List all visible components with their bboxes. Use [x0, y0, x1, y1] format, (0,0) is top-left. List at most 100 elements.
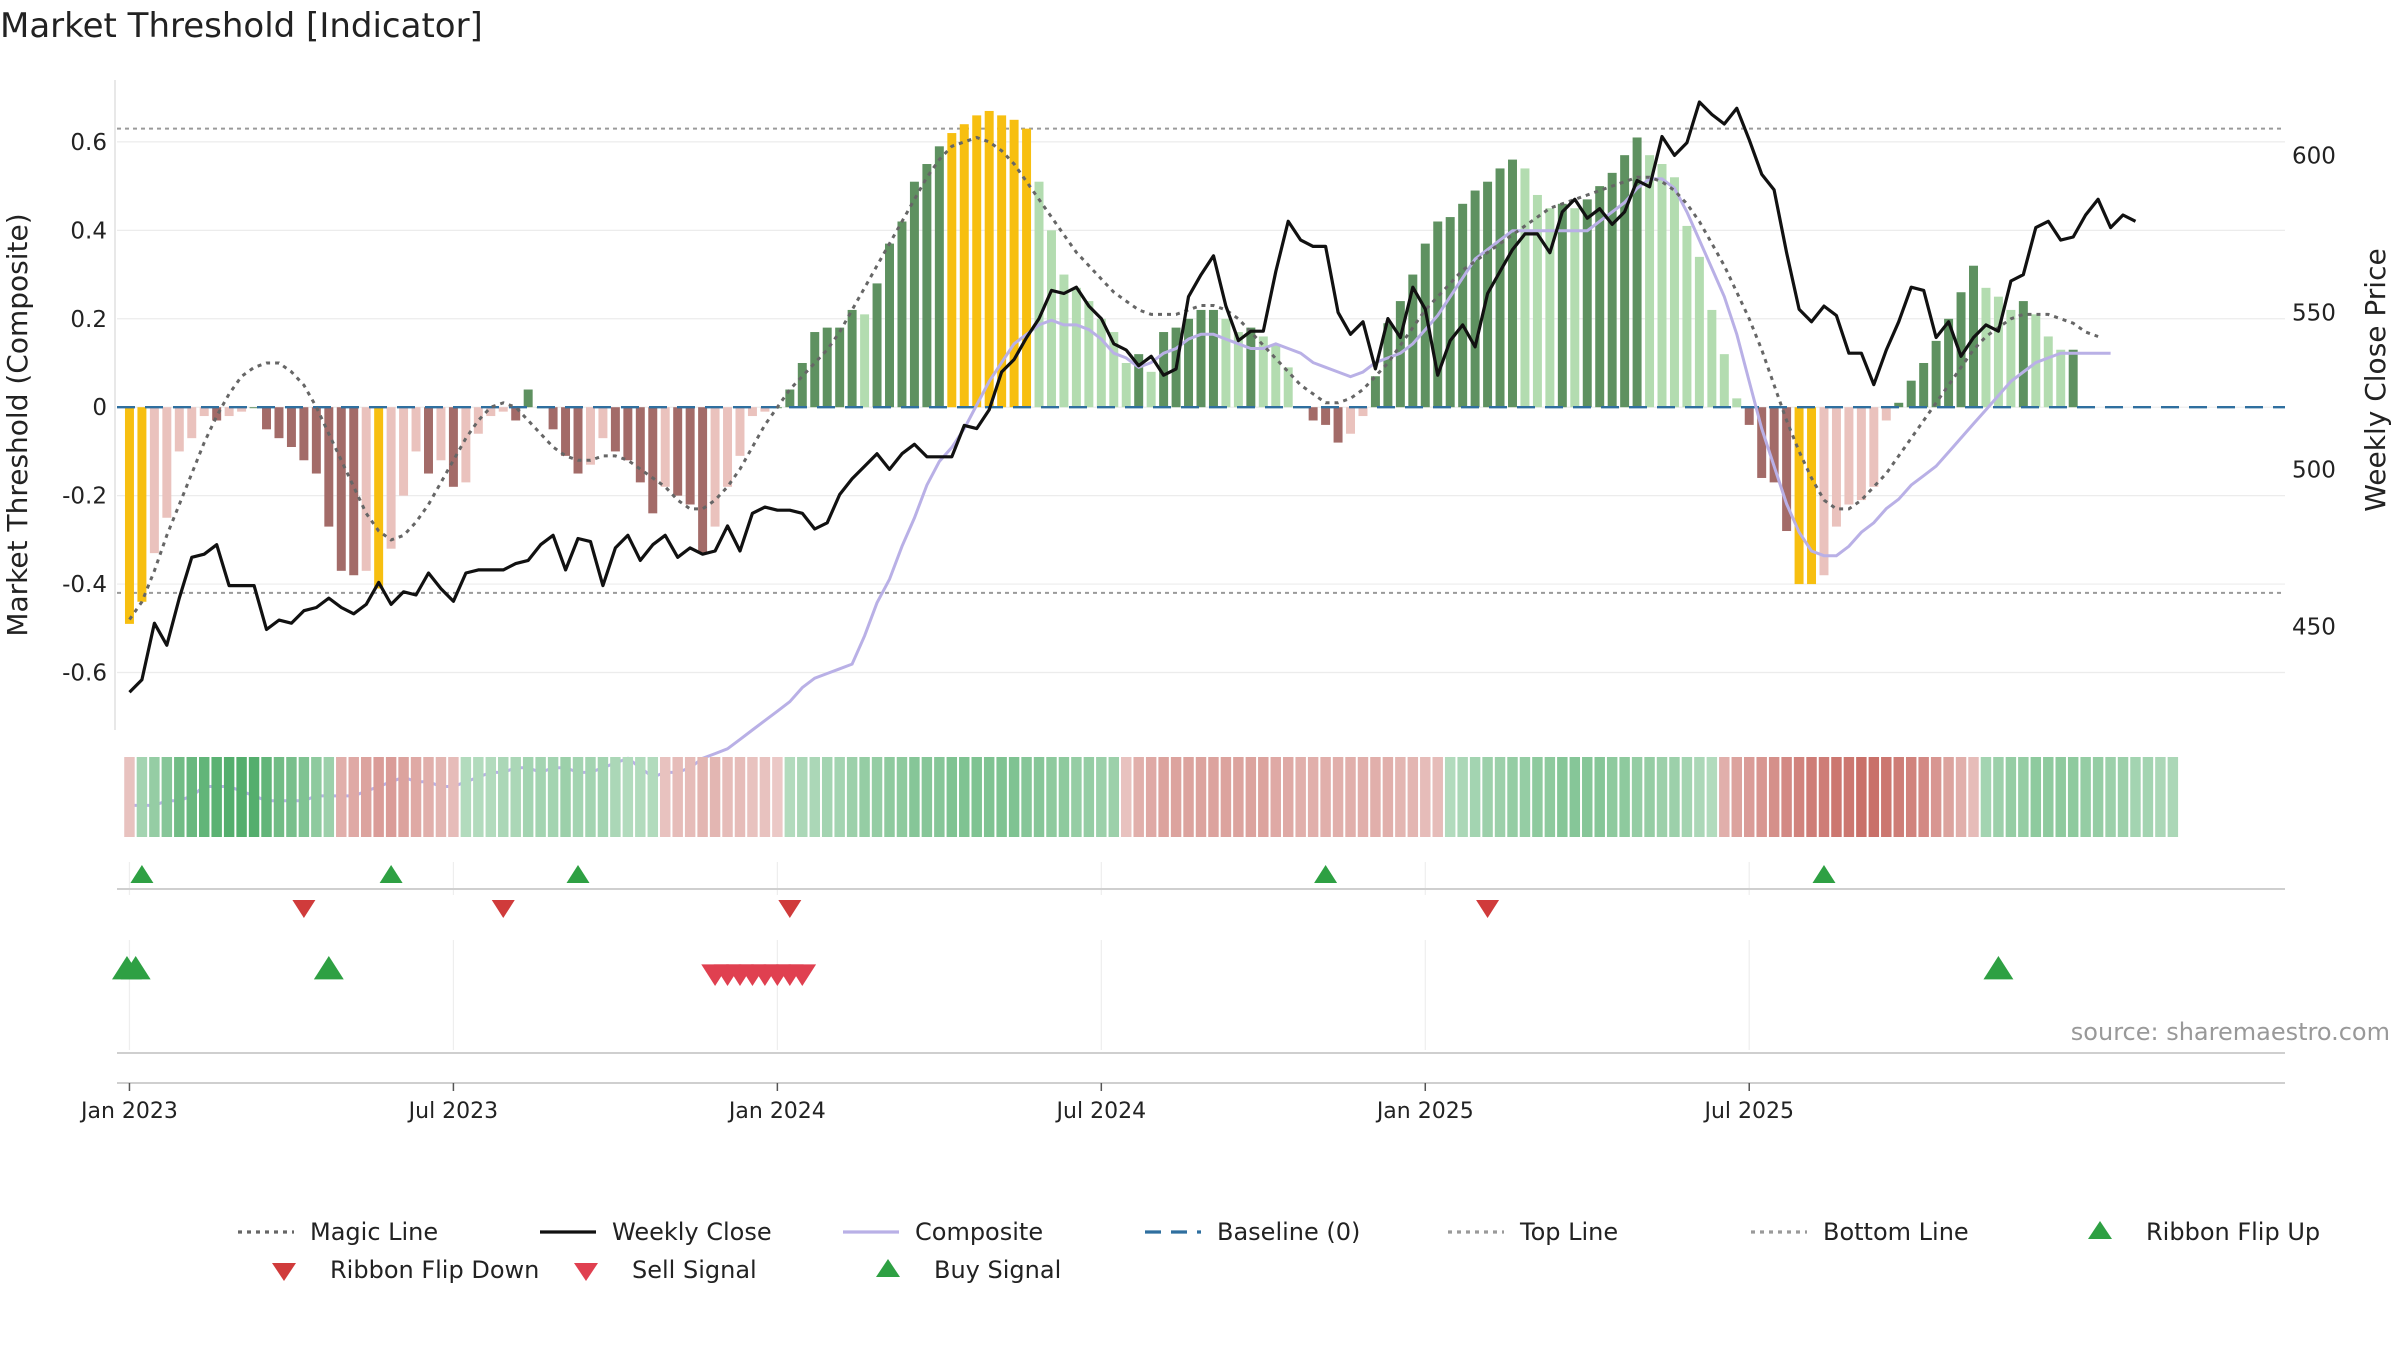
composite-bar [1732, 398, 1742, 408]
composite-bar [1383, 323, 1393, 408]
ribbon-cell [647, 757, 658, 837]
x-tick-label: Jan 2025 [1375, 1099, 1474, 1124]
legend-item: Buy Signal [876, 1256, 1061, 1284]
ribbon-cell [1033, 757, 1045, 837]
composite-bar [1682, 225, 1692, 408]
composite-bar [1757, 407, 1767, 478]
ribbon-cell [1220, 757, 1232, 837]
ribbon-cell [1444, 757, 1456, 837]
composite-bar [1794, 407, 1804, 585]
ribbon-cell [859, 757, 870, 837]
ribbon-cell [1731, 757, 1742, 837]
composite-bar [149, 407, 159, 554]
ribbon-cell [1233, 757, 1244, 837]
ribbon-cell [311, 757, 322, 837]
ribbon-cell [198, 757, 210, 837]
ribbon-cell [1519, 757, 1531, 837]
composite-bar [1221, 318, 1231, 408]
composite-bar [1022, 128, 1032, 408]
indicator-lines [117, 100, 2285, 807]
y-left-tick-label: -0.6 [62, 661, 107, 687]
ribbon-cell [1582, 757, 1593, 837]
ribbon-cell [934, 757, 945, 837]
ribbon-cell [1781, 757, 1792, 837]
composite-bar [885, 243, 894, 408]
ribbon-cell [2005, 757, 2017, 837]
composite-bar [336, 407, 346, 571]
ribbon-cell [1407, 757, 1419, 837]
composite-bar [1495, 168, 1505, 408]
y-right-tick-label: 600 [2292, 143, 2336, 169]
ribbon-cell [1332, 757, 1344, 837]
ribbon-cell [1494, 757, 1506, 837]
legend-label: Buy Signal [934, 1256, 1061, 1284]
ribbon-cell [547, 757, 559, 837]
composite-bar [1669, 177, 1679, 408]
ribbon-cell [2155, 757, 2166, 837]
ribbon-cell [1357, 757, 1369, 837]
ribbon-cell [1420, 757, 1431, 837]
composite-bar [1993, 296, 2003, 408]
composite-bar [2068, 349, 2078, 408]
composite-bar [523, 389, 533, 408]
composite-bar [1420, 243, 1430, 408]
composite-bar [1358, 407, 1368, 417]
composite-bar [212, 407, 222, 421]
ribbon-cell [1669, 757, 1680, 837]
ribbon-cell [1606, 757, 1618, 837]
axes: 0.6 0.4 0.2 0 -0.2 -0.4 -0.6 600 550 500 450 Market… [1, 80, 2392, 730]
composite-bar [1719, 354, 1729, 408]
composite-bar [1109, 332, 1119, 408]
ribbon-cell [261, 757, 272, 837]
composite-bar [1944, 318, 1954, 408]
composite-bar [548, 407, 558, 430]
ribbon-cell [747, 757, 758, 837]
composite-line [129, 177, 2111, 807]
composite-bar [847, 309, 857, 408]
ribbon-cell [1108, 757, 1120, 837]
ribbon-cell [1071, 757, 1082, 837]
composite-bar [1782, 407, 1792, 532]
composite-bar [1520, 168, 1530, 408]
composite-bar [1084, 301, 1094, 408]
composite-bar [249, 407, 259, 409]
ribbon-cell [1469, 757, 1481, 837]
composite-bar [174, 407, 184, 452]
legend-item: Weekly Close [540, 1218, 772, 1246]
legend-swatch [2088, 1221, 2112, 1239]
buy-signal-marker [1983, 956, 2014, 980]
composite-bar [1931, 340, 1941, 408]
composite-bar [1246, 327, 1256, 408]
ribbon-flip-up-marker [1812, 865, 1836, 883]
composite-bar [1807, 407, 1817, 585]
y-right-tick-label: 500 [2292, 457, 2336, 483]
y-left-axis-label: Market Threshold (Composite) [1, 213, 34, 636]
ribbon-cell [323, 757, 335, 837]
composite-bar [1121, 362, 1131, 408]
ribbon-cell [635, 757, 646, 837]
composite-bar [1096, 318, 1106, 408]
ribbon-cell [2080, 757, 2091, 837]
composite-bar [623, 407, 633, 461]
legend-item: Magic Line [238, 1218, 438, 1246]
composite-bar [187, 407, 197, 439]
ribbon-cell [1457, 757, 1468, 837]
composite-bar [1831, 407, 1841, 527]
composite-bar [1208, 309, 1218, 408]
ribbon-cell [211, 757, 222, 837]
composite-bar [1146, 371, 1156, 408]
ribbon-cell [248, 757, 260, 837]
ribbon-cell [522, 757, 534, 837]
ribbon-cell [398, 757, 409, 837]
y-left-tick-label: 0 [92, 395, 107, 421]
composite-bar [1707, 309, 1717, 408]
composite-bar [1856, 407, 1866, 501]
ribbon-cell [1818, 757, 1830, 837]
ribbon-cell [1706, 757, 1718, 837]
ribbon-cell [1008, 757, 1020, 837]
ribbon-cell [1881, 757, 1892, 837]
ribbon-flip-up-marker [379, 865, 403, 883]
ribbon-strip [124, 757, 2179, 837]
ribbon-cell [1930, 757, 1942, 837]
composite-bar [648, 407, 658, 514]
